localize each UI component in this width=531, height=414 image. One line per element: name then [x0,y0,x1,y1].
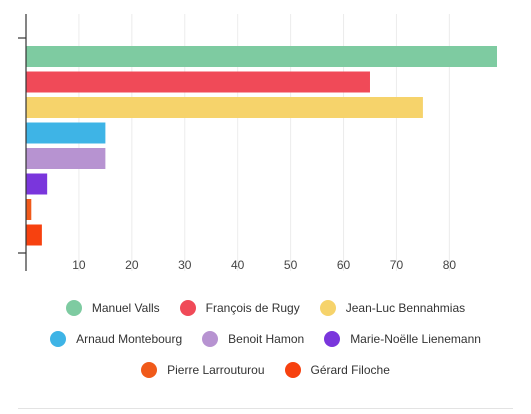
x-tick-label-10: 10 [72,258,86,272]
bottom-divider [18,408,513,409]
legend-row-2: Arnaud Montebourg Benoit Hamon Marie-Noë… [0,327,531,351]
legend-label: Jean-Luc Bennahmias [345,301,466,315]
bar-jean-luc-bennahmias[interactable] [26,97,423,118]
bar-pierre-larrouturou[interactable] [26,199,32,220]
legend-row-1: Manuel Valls François de Rugy Jean-Luc B… [0,296,531,320]
legend-item-pierre-larrouturou[interactable]: Pierre Larrouturou [141,362,265,378]
legend-item-arnaud-montebourg[interactable]: Arnaud Montebourg [50,331,182,347]
legend-swatch-icon [202,331,219,347]
x-tick-labels: 10 20 30 40 50 60 70 80 [72,258,456,272]
bar-g-rard-filoche[interactable] [26,224,42,246]
axis-layer [18,14,27,271]
legend-swatch-icon [284,362,301,378]
legend-swatch-icon [141,362,158,378]
legend-label: Manuel Valls [91,301,160,315]
legend-swatch-icon [319,300,336,316]
bar-arnaud-montebourg[interactable] [26,122,106,144]
legend-swatch-icon [179,300,196,316]
x-tick-label-40: 40 [231,258,245,272]
legend-swatch-icon [324,331,341,347]
legend-label: Arnaud Montebourg [76,332,183,346]
bar-chart: 10 20 30 40 50 60 70 80 [18,14,497,272]
legend-item-jean-luc-bennahmias[interactable]: Jean-Luc Bennahmias [319,300,466,316]
legend-item-manuel-valls[interactable]: Manuel Valls [65,300,160,316]
legend-label: François de Rugy [205,301,300,315]
x-tick-label-50: 50 [284,258,298,272]
legend-item-francois-de-rugy[interactable]: François de Rugy [179,300,300,316]
x-tick-label-60: 60 [337,258,351,272]
legend-label: Pierre Larrouturou [167,363,265,377]
legend-swatch-icon [65,300,82,316]
x-tick-label-20: 20 [125,258,139,272]
x-tick-label-70: 70 [390,258,404,272]
bar-fran-ois-de-rugy[interactable] [26,71,370,93]
bar-manuel-valls[interactable] [26,46,497,67]
x-tick-label-80: 80 [443,258,457,272]
legend-row-3: Pierre Larrouturou Gérard Filoche [0,358,531,382]
legend-item-benoit-hamon[interactable]: Benoit Hamon [202,331,304,347]
legend-item-gerard-filoche[interactable]: Gérard Filoche [284,362,390,378]
legend-label: Gérard Filoche [310,363,390,377]
legend-label: Marie-Noëlle Lienemann [350,332,481,346]
legend-item-marie-noelle-lienemann[interactable]: Marie-Noëlle Lienemann [324,331,481,347]
bar-marie-no-lle-lienemann[interactable] [26,173,48,195]
legend-swatch-icon [50,331,67,347]
bars-layer [26,46,497,246]
bar-benoit-hamon[interactable] [26,148,106,169]
legend-label: Benoit Hamon [228,332,305,346]
x-tick-label-30: 30 [178,258,192,272]
